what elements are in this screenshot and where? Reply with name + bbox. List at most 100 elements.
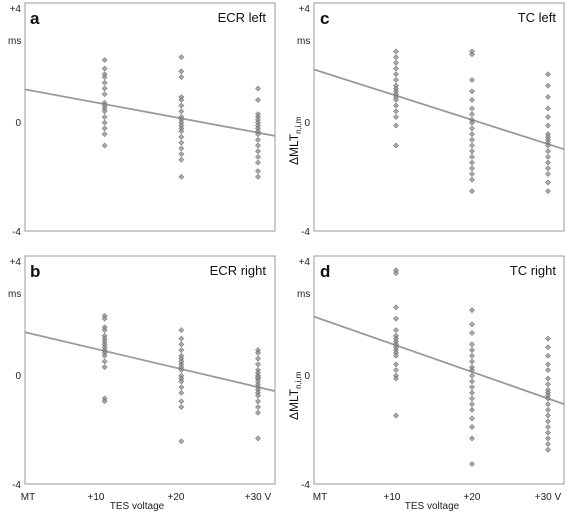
panel-d-data-point — [469, 389, 475, 396]
panel-d-data-point — [469, 378, 475, 385]
panel-d-data-point — [545, 361, 551, 368]
panel-c-data-point — [393, 59, 399, 66]
panel-d-data-point — [545, 375, 551, 382]
panel-b-data-point — [178, 335, 185, 342]
panel-b-data-point — [255, 392, 261, 399]
panel-b-data-point — [255, 374, 261, 381]
panel-d-data-point — [545, 441, 551, 448]
panel-d-ytick-top: +4 — [299, 257, 311, 268]
panel-a-data-point — [101, 142, 108, 149]
panel-d-data-point — [545, 446, 551, 453]
panel-d-data-point — [469, 358, 475, 365]
panel-c-data-point — [393, 102, 399, 109]
panel-b-data-point — [178, 438, 185, 445]
panel-a-data-point — [178, 74, 185, 81]
panel-d-data-point — [469, 321, 475, 328]
x-tick-left-mt: MT — [21, 492, 35, 503]
panel-b-fit-line — [24, 331, 276, 392]
panel-b-data-point — [101, 358, 108, 365]
panel-d-ylabel-main: ΔMLT — [287, 388, 301, 420]
panel-d-unit: ms — [297, 289, 310, 300]
panel-b-ytick-zero: 0 — [15, 371, 21, 382]
panel-d-fit-line — [313, 315, 565, 405]
panel-c-unit: ms — [297, 36, 310, 47]
panel-c-data-point — [469, 165, 475, 172]
panel-c-data-point — [469, 153, 475, 160]
panel-c-data-point — [545, 188, 551, 195]
panel-c-frame — [313, 2, 565, 232]
panel-d-data-point — [469, 406, 475, 413]
panel-d-data-point — [545, 367, 551, 373]
panel-a-data-point — [255, 131, 261, 138]
panel-c-marks — [313, 48, 565, 195]
panel-d-data-point — [545, 381, 551, 388]
panel-b-ytick-top: +4 — [10, 257, 22, 268]
panel-d-data-point — [469, 372, 475, 379]
panel-c-ytick-zero: 0 — [304, 118, 310, 129]
panel-c-data-point — [545, 165, 551, 172]
panel-a-data-point — [101, 119, 108, 126]
panel-c-data-point — [545, 71, 551, 78]
panel-a-data-point — [255, 168, 261, 175]
panel-d-data-point — [545, 418, 551, 425]
panel-c-data-point — [469, 176, 475, 183]
panel-b-ytick-bottom: -4 — [12, 480, 21, 491]
x-tick-right-mt: MT — [313, 492, 327, 503]
x-label-right: TES voltage — [405, 501, 460, 512]
panel-d-ytick-bottom: -4 — [301, 480, 310, 491]
panel-b-data-point — [255, 435, 261, 442]
panel-b-title: ECR right — [210, 263, 267, 278]
panel-d-data-point — [545, 412, 551, 419]
panel-a-data-point — [178, 173, 185, 180]
panel-d-data-point — [469, 435, 475, 442]
x-tick-right-20: +20 — [464, 492, 481, 503]
panel-b-marks — [24, 312, 276, 445]
panel-b-data-point — [101, 352, 108, 359]
panel-d-ylabel: ΔMLTn,i,m — [287, 371, 303, 420]
panel-c-data-point — [393, 71, 399, 78]
panel-b-data-point — [178, 398, 185, 405]
panel-d-data-point — [469, 395, 475, 402]
panel-a-data-point — [255, 148, 261, 155]
panel-a-data-point — [178, 151, 185, 158]
panel-a-fit-line — [24, 88, 276, 137]
panel-d-data-point — [393, 315, 399, 322]
panel-a: a ECR left +4 ms 0 -4 — [8, 2, 276, 238]
panel-c-data-point — [545, 114, 551, 120]
x-axis-right: MT +10 +20 +30 V TES voltage — [313, 492, 562, 512]
panel-d-data-point — [545, 429, 551, 436]
x-tick-right-10: +10 — [384, 492, 401, 503]
panel-a-ytick-zero: 0 — [15, 118, 21, 129]
panel-c-data-point — [393, 122, 399, 129]
panel-c-data-point — [393, 54, 399, 61]
panel-d-data-point — [469, 307, 475, 314]
panel-d-data-point — [393, 375, 399, 382]
panel-c-ylabel-main: ΔMLT — [287, 133, 301, 165]
panel-b-data-point — [178, 384, 185, 391]
panel-a-data-point — [178, 156, 185, 163]
panel-d: d TC right +4 ms 0 -4 ΔMLTn,i,m — [287, 255, 565, 491]
panel-a-data-point — [101, 74, 108, 81]
panel-d-data-point — [469, 461, 475, 468]
panel-c-data-point — [469, 96, 475, 103]
panel-c-data-point — [469, 76, 475, 83]
panel-c-data-point — [545, 122, 551, 129]
x-tick-left-20: +20 — [168, 492, 185, 503]
panel-a-data-point — [101, 57, 108, 63]
panel-d-data-point — [469, 424, 475, 430]
panel-c-data-point — [393, 108, 399, 115]
panel-b-data-point — [255, 398, 261, 405]
panel-c-data-point — [545, 94, 551, 101]
panel-c-data-point — [545, 142, 551, 149]
panel-a-data-point — [101, 85, 108, 92]
panel-a-data-point — [101, 114, 108, 120]
panel-c-data-point — [393, 142, 399, 149]
panel-b-data-point — [255, 361, 261, 368]
panel-d-data-point — [545, 424, 551, 430]
panel-b-data-point — [178, 367, 185, 373]
panel-a-data-point — [101, 108, 108, 115]
panel-c-data-point — [469, 142, 475, 149]
panel-d-data-point — [545, 401, 551, 408]
panel-d-data-point — [469, 347, 475, 354]
